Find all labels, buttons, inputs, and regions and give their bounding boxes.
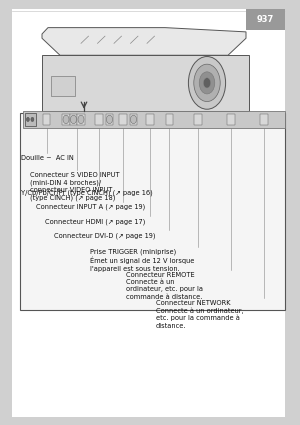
Bar xyxy=(130,114,137,125)
Polygon shape xyxy=(42,28,246,55)
Circle shape xyxy=(78,115,84,124)
Text: Connecteur S VIDEO INPUT
(mini-DIN 4 broches)/
connecteur VIDEO INPUT
(type CINC: Connecteur S VIDEO INPUT (mini-DIN 4 bro… xyxy=(30,172,120,201)
Bar xyxy=(62,114,70,125)
Bar xyxy=(51,76,75,96)
Text: Prise TRIGGER (miniprise)
Émet un signal de 12 V lorsque
l'appareil est sous ten: Prise TRIGGER (miniprise) Émet un signal… xyxy=(90,249,194,272)
Text: Connecteur INPUT A (↗ page 19): Connecteur INPUT A (↗ page 19) xyxy=(36,204,145,210)
Polygon shape xyxy=(42,55,249,110)
Text: Connecteur HDMI (↗ page 17): Connecteur HDMI (↗ page 17) xyxy=(45,218,146,224)
Text: Connecteur NETWORK
Connecte à un ordinateur,
etc. pour la commande à
distance.: Connecteur NETWORK Connecte à un ordinat… xyxy=(156,300,244,329)
Circle shape xyxy=(63,115,69,124)
Circle shape xyxy=(130,115,136,124)
Circle shape xyxy=(199,72,215,94)
Text: Douille ~  AC IN: Douille ~ AC IN xyxy=(21,155,74,161)
Bar xyxy=(43,114,50,125)
Bar xyxy=(22,111,285,128)
Circle shape xyxy=(188,57,226,109)
Bar xyxy=(246,9,285,30)
Bar xyxy=(194,114,202,125)
Text: Connecteur REMOTE
Connecte à un
ordinateur, etc. pour la
commande à distance.: Connecteur REMOTE Connecte à un ordinate… xyxy=(126,272,203,300)
Bar xyxy=(77,114,85,125)
Circle shape xyxy=(106,115,112,124)
Bar xyxy=(166,114,173,125)
Text: Connecteur DVI-D (↗ page 19): Connecteur DVI-D (↗ page 19) xyxy=(54,232,155,239)
Bar xyxy=(20,113,285,310)
Bar xyxy=(146,114,154,125)
Bar xyxy=(25,113,36,126)
Circle shape xyxy=(26,117,29,122)
Bar xyxy=(70,114,77,125)
Circle shape xyxy=(31,117,34,122)
Bar xyxy=(95,114,103,125)
Bar xyxy=(227,114,235,125)
Text: Y/Cb/Pb/Cr/Pr (type CINCH) (↗ page 16): Y/Cb/Pb/Cr/Pr (type CINCH) (↗ page 16) xyxy=(21,189,153,196)
Bar xyxy=(119,114,127,125)
Text: 937: 937 xyxy=(257,15,274,24)
Circle shape xyxy=(194,64,220,102)
Bar xyxy=(260,114,268,125)
Circle shape xyxy=(203,78,211,88)
Bar xyxy=(106,114,113,125)
Circle shape xyxy=(70,115,76,124)
